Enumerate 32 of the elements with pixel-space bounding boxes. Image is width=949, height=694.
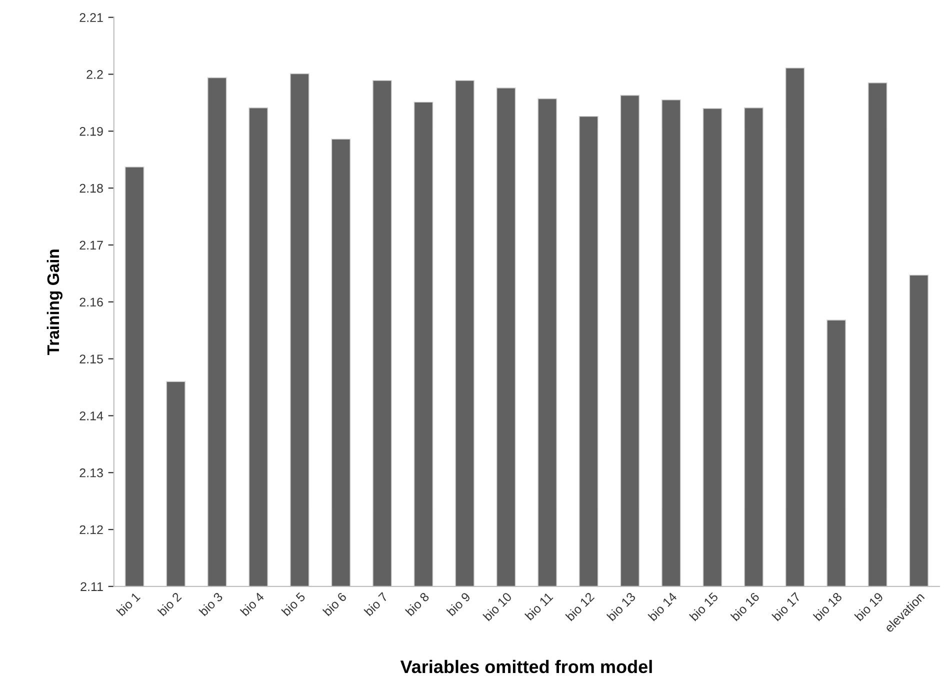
y-tick-label: 2.18: [80, 184, 103, 193]
y-tick-label: 2.11: [80, 582, 103, 591]
y-tick-label: 2.19: [80, 126, 103, 136]
x-tick-label: bio 3: [198, 592, 224, 616]
x-tick-label: bio 12: [565, 592, 595, 622]
x-tick-label: bio 2: [157, 592, 182, 616]
x-tick-label: bio 14: [648, 592, 678, 622]
x-tick-label: bio 4: [240, 592, 265, 616]
y-tick-label: 2.13: [80, 468, 103, 478]
x-tick-label: bio 7: [364, 592, 388, 616]
x-tick-label: bio 18: [812, 592, 842, 622]
x-tick-label: bio 11: [524, 592, 554, 621]
x-tick-label: bio 13: [606, 592, 636, 622]
x-tick-label: bio 15: [688, 592, 719, 622]
x-tick-label: bio 16: [730, 592, 760, 622]
x-tick-label: bio 9: [446, 592, 471, 616]
y-tick-label: 2.12: [80, 525, 103, 534]
x-tick-label: bio 17: [772, 592, 802, 622]
y-tick-label: 2.15: [80, 354, 103, 364]
x-tick-label: bio 10: [482, 592, 512, 622]
x-tick-label: bio 1: [116, 592, 141, 616]
y-tick-label: 2.17: [80, 240, 103, 250]
y-tick-label: 2.2: [86, 70, 103, 79]
x-tick-label: bio 6: [322, 592, 348, 616]
y-tick-label: 2.16: [80, 298, 103, 307]
y-tick-label: 2.21: [80, 13, 103, 22]
y-tick-label: 2.14: [80, 412, 104, 420]
y-axis-title: Training Gain: [46, 250, 62, 355]
x-tick-label: bio 8: [404, 592, 430, 616]
x-axis-title: Variables omitted from model: [400, 660, 652, 674]
x-tick-label: bio 19: [854, 592, 884, 622]
x-tick-label: bio 5: [281, 592, 306, 616]
